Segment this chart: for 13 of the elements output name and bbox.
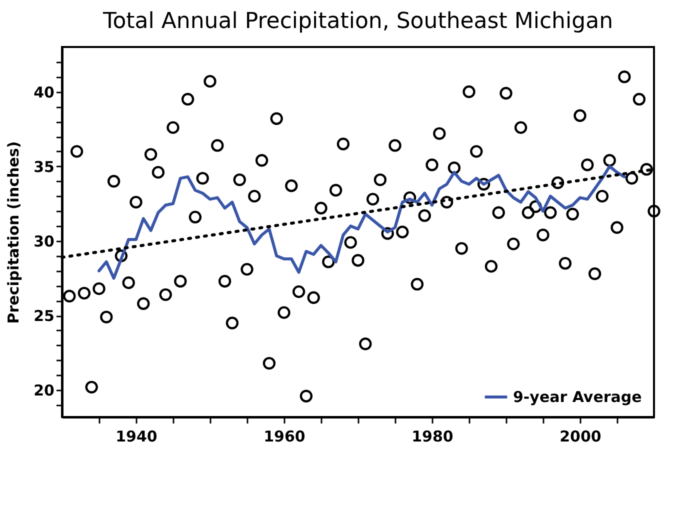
y-tick-label: 25	[34, 307, 54, 326]
x-tick-label: 1960	[264, 428, 306, 446]
y-tick-label: 40	[34, 83, 54, 102]
y-tick-label: 20	[34, 382, 54, 400]
y-tick-label: 30	[34, 232, 54, 250]
x-tick-label: 2000	[560, 428, 602, 446]
line-series	[98, 164, 626, 280]
x-tick-label: 1980	[412, 428, 454, 446]
x-tick-label: 1940	[116, 428, 158, 446]
y-tick-label: 35	[34, 158, 54, 176]
y-axis-title: Precipitation (inches)	[4, 141, 23, 324]
chart-title: Total Annual Precipitation, Southeast Michigan	[102, 9, 614, 34]
legend-label: 9-year Average	[513, 388, 642, 406]
